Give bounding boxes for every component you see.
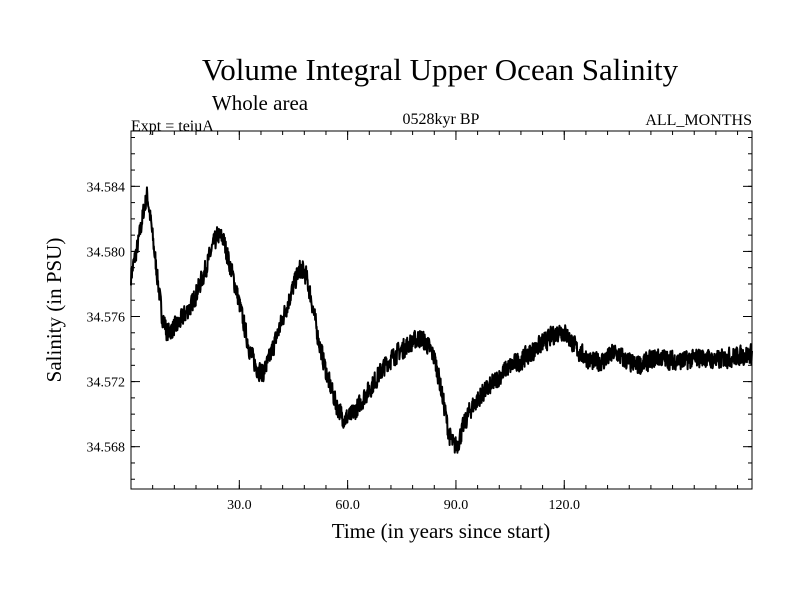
y-minor-ticks (131, 137, 752, 480)
months-label: ALL_MONTHS (645, 112, 752, 129)
x-tick-label: 120.0 (549, 498, 581, 513)
y-axis-label: Salinity (in PSU) (42, 238, 66, 383)
y-tick-label: 34.568 (87, 441, 126, 456)
y-tick-label: 34.576 (87, 311, 126, 326)
period-label: 0528kyr BP (403, 111, 480, 128)
x-axis-label: Time (in years since start) (332, 519, 551, 543)
salinity-series-line (130, 186, 753, 454)
x-tick-label: 30.0 (227, 498, 252, 513)
y-tick-label: 34.572 (87, 376, 126, 391)
chart-title: Volume Integral Upper Ocean Salinity (202, 52, 679, 87)
x-tick-label: 60.0 (335, 498, 360, 513)
experiment-label: Expt = teiuA (131, 118, 214, 135)
y-tick-label: 34.580 (87, 245, 126, 260)
plot-frame (130, 130, 753, 490)
y-major-ticks: 34.568 34.572 34.576 34.580 34.584 (87, 180, 752, 456)
x-tick-label: 90.0 (444, 498, 469, 513)
y-tick-label: 34.584 (87, 180, 126, 195)
chart-subtitle: Whole area (212, 91, 309, 115)
x-major-ticks: 30.0 60.0 90.0 120.0 (227, 131, 580, 513)
